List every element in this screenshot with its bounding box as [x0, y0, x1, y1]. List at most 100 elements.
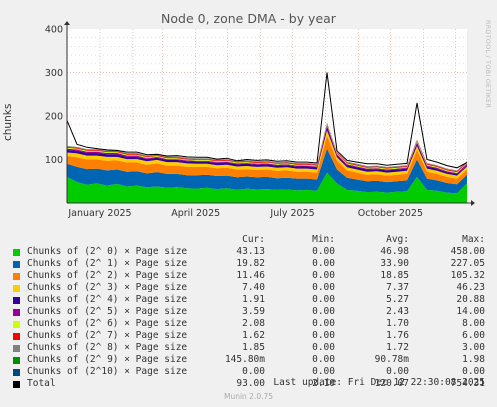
legend-row: Chunks of (2^ 1) × Page size 19.82 0.00 33.… — [0, 258, 497, 270]
legend-cur: 1.91 — [242, 294, 265, 305]
legend-row: Chunks of (2^ 9) × Page size 145.80m 0.00 9… — [0, 354, 497, 366]
last-update: Last update: Fri Dec 12 22:30:08 2025 — [273, 377, 485, 388]
legend-max: 20.88 — [456, 294, 485, 305]
area-series — [67, 123, 467, 173]
legend-max: 1.98 — [462, 354, 485, 365]
legend-name: Chunks of (2^ 7) × Page size — [27, 330, 188, 341]
area-series — [67, 172, 467, 203]
axes — [64, 21, 475, 206]
legend-swatch — [13, 321, 20, 328]
legend-max: 0.00 — [462, 366, 485, 377]
legend-max: 3.00 — [462, 342, 485, 353]
legend-min: 0.00 — [312, 306, 335, 317]
legend-max: 6.00 — [462, 330, 485, 341]
legend-cur: 93.00 — [236, 378, 265, 389]
legend-name: Chunks of (2^ 3) × Page size — [27, 282, 188, 293]
legend-swatch — [13, 249, 20, 256]
legend-row: Chunks of (2^ 4) × Page size 1.91 0.00 5.27… — [0, 294, 497, 306]
legend-swatch — [13, 357, 20, 364]
legend-min: 0.00 — [312, 270, 335, 281]
legend-min: 0.00 — [312, 366, 335, 377]
area-series — [67, 122, 467, 172]
legend-min: 2.10 — [312, 378, 335, 389]
legend-avg: 7.37 — [386, 282, 409, 293]
legend-name: Chunks of (2^ 8) × Page size — [27, 342, 188, 353]
area-series — [67, 130, 467, 179]
legend-avg: 46.98 — [380, 246, 409, 257]
legend-min: 0.00 — [312, 342, 335, 353]
legend-avg: 18.85 — [380, 270, 409, 281]
legend-max: 14.00 — [456, 306, 485, 317]
legend-row: Chunks of (2^10) × Page size 0.00 0.00 0.00… — [0, 366, 497, 378]
header-cur: Cur: — [242, 234, 265, 245]
legend-row: Chunks of (2^ 0) × Page size 43.13 0.00 46.… — [0, 246, 497, 258]
total-line — [66, 72, 468, 169]
legend-swatch — [13, 333, 20, 340]
legend-swatch — [13, 345, 20, 352]
legend-cur: 1.62 — [242, 330, 265, 341]
area-series — [67, 135, 467, 185]
legend-swatch — [13, 261, 20, 268]
legend-name: Chunks of (2^ 5) × Page size — [27, 306, 188, 317]
x-tick-label: October 2025 — [358, 208, 423, 219]
legend-row: Chunks of (2^ 6) × Page size 2.08 0.00 1.70… — [0, 318, 497, 330]
legend-avg: 90.78m — [374, 354, 409, 365]
x-tick-label: January 2025 — [67, 208, 131, 219]
legend-swatch — [13, 285, 20, 292]
legend-min: 0.00 — [312, 282, 335, 293]
legend-cur: 3.59 — [242, 306, 265, 317]
legend-avg: 0.00 — [386, 366, 409, 377]
header-avg: Avg: — [386, 234, 409, 245]
y-axis-arrow — [64, 21, 70, 25]
x-axis-arrow — [471, 200, 475, 206]
munin-version: Munin 2.0.75 — [223, 392, 274, 401]
rrdtool-credit: RRDTOOL / TOBI OETIKER — [484, 20, 492, 109]
legend-avg: 33.90 — [380, 258, 409, 269]
legend-swatch — [13, 273, 20, 280]
y-tick-label: 300 — [45, 68, 63, 79]
legend-min: 0.00 — [312, 330, 335, 341]
legend-cur: 2.08 — [242, 318, 265, 329]
y-tick-label: 200 — [45, 112, 63, 123]
legend-swatch — [13, 369, 20, 376]
legend-cur: 19.82 — [236, 258, 265, 269]
x-tick-label: April 2025 — [171, 208, 220, 219]
legend-cur: 1.85 — [242, 342, 265, 353]
y-tick-label: 100 — [45, 155, 63, 166]
legend-header: Cur: Min: Avg: Max: — [0, 234, 497, 246]
area-series — [67, 125, 467, 174]
legend-max: 46.23 — [456, 282, 485, 293]
legend-avg: 1.72 — [386, 342, 409, 353]
legend-max: 227.05 — [450, 258, 485, 269]
legend-min: 0.00 — [312, 246, 335, 257]
legend-cur: 11.46 — [236, 270, 265, 281]
area-series — [67, 124, 467, 173]
legend-name: Chunks of (2^ 6) × Page size — [27, 318, 188, 329]
legend-row: Chunks of (2^ 2) × Page size 11.46 0.00 18.… — [0, 270, 497, 282]
legend-min: 0.00 — [312, 294, 335, 305]
legend-swatch — [13, 309, 20, 316]
x-tick-label: July 2025 — [269, 208, 314, 219]
legend-max: 754.31 — [450, 378, 485, 389]
legend-min: 0.00 — [312, 354, 335, 365]
legend-min: 0.00 — [312, 258, 335, 269]
header-max: Max: — [462, 234, 485, 245]
legend-avg: 5.27 — [386, 294, 409, 305]
legend-avg: 2.43 — [386, 306, 409, 317]
header-min: Min: — [312, 234, 335, 245]
legend-name: Chunks of (2^ 4) × Page size — [27, 294, 188, 305]
legend-row: Chunks of (2^ 7) × Page size 1.62 0.00 1.76… — [0, 330, 497, 342]
legend-row: Chunks of (2^ 5) × Page size 3.59 0.00 2.43… — [0, 306, 497, 318]
legend-row: Total 93.00 2.10 120.07 754.31 — [0, 378, 497, 390]
legend-name: Chunks of (2^10) × Page size — [27, 366, 188, 377]
legend-max: 8.00 — [462, 318, 485, 329]
legend-avg: 1.70 — [386, 318, 409, 329]
chart-title: Node 0, zone DMA - by year — [161, 11, 336, 26]
legend-avg: 1.76 — [386, 330, 409, 341]
legend-name: Chunks of (2^ 9) × Page size — [27, 354, 188, 365]
chart-canvas: 100 200 300 400 January 2025 April 2025 July 2… — [45, 21, 475, 220]
legend-cur: 7.40 — [242, 282, 265, 293]
legend-cur: 43.13 — [236, 246, 265, 257]
tick-labels: 100 200 300 400 January 2025 April 2025 July 2… — [45, 25, 423, 220]
legend-swatch — [13, 297, 20, 304]
